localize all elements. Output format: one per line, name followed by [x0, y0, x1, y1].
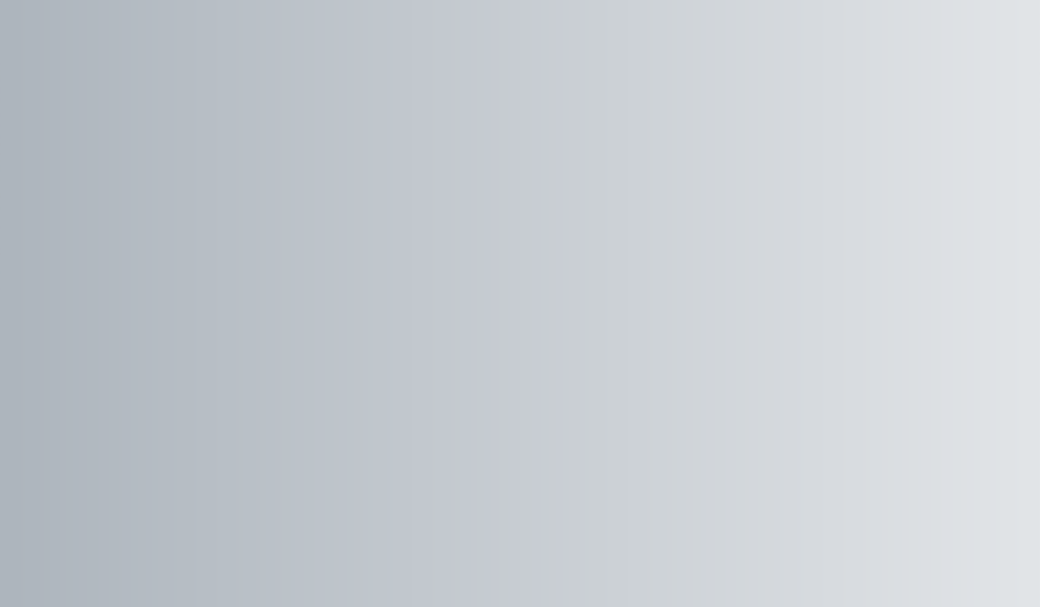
Text: 46,124: 46,124	[514, 269, 573, 284]
Text: 43,316: 43,316	[498, 327, 556, 342]
Text: 38,792: 38,792	[471, 385, 530, 400]
Bar	[308, 204, 687, 232]
Bar	[308, 146, 763, 175]
Bar	[308, 320, 562, 349]
Title: Average Annual Income ($): Average Annual Income ($)	[383, 15, 936, 49]
Bar	[308, 436, 488, 465]
Legend: Average Annual Income ($): Average Annual Income ($)	[534, 521, 784, 549]
Bar	[308, 87, 881, 117]
Bar	[308, 378, 535, 407]
Text: 30,784: 30,784	[424, 443, 484, 458]
Bar	[308, 262, 578, 291]
Text: 64,896: 64,896	[624, 211, 683, 226]
Text: 77,844: 77,844	[700, 152, 759, 168]
Text: 97,916: 97,916	[817, 95, 877, 109]
